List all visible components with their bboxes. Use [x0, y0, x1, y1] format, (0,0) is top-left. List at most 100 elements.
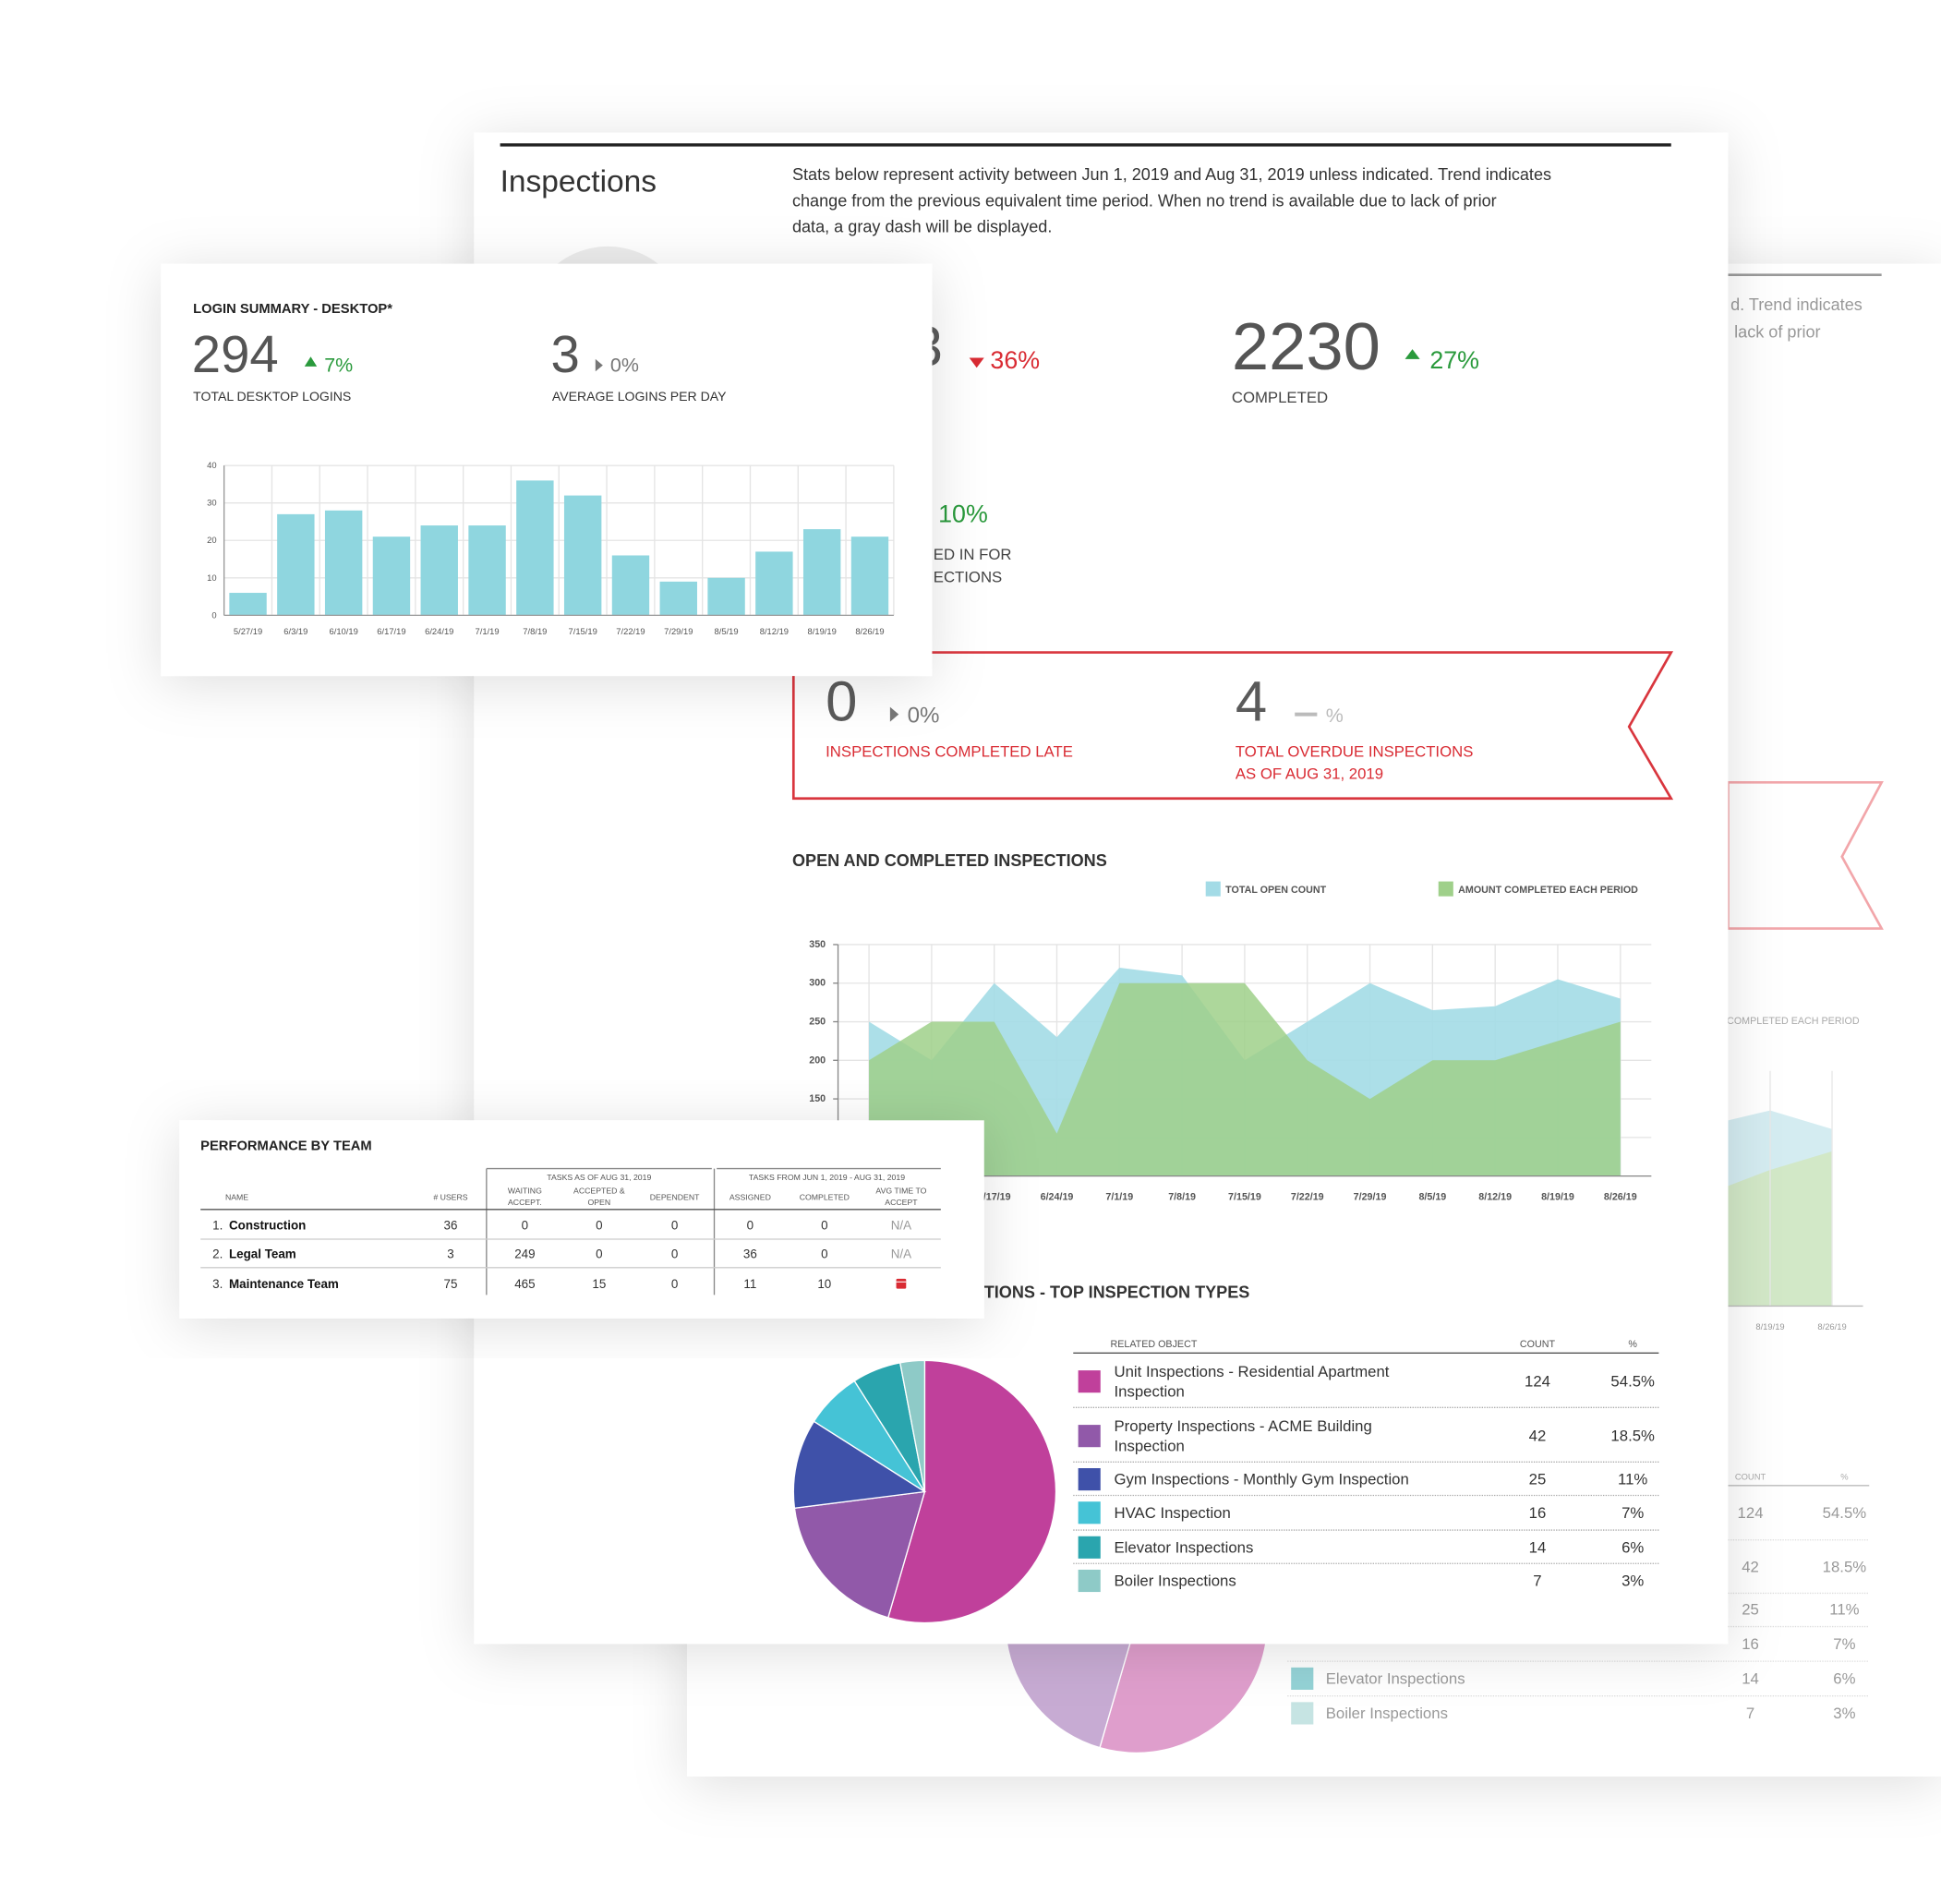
- y-tick-label: 200: [809, 1054, 826, 1066]
- legend-swatch: [1291, 1667, 1314, 1690]
- alert-ribbon: [791, 651, 1674, 801]
- percent: 54.5%: [1823, 1504, 1867, 1522]
- x-tick-label: 7/15/19: [569, 627, 597, 636]
- column-header: %: [1840, 1472, 1848, 1481]
- legend-swatch: [1078, 1569, 1101, 1593]
- stat-trend: 36%: [990, 346, 1040, 374]
- y-tick-label: 30: [207, 499, 216, 508]
- pie-slice: [898, 1359, 926, 1492]
- alert-value: 4: [1236, 670, 1267, 734]
- legend-label: COMPLETED EACH PERIOD: [1727, 1016, 1860, 1027]
- legend-swatch: [1078, 1501, 1101, 1524]
- column-header: COUNT: [1520, 1339, 1556, 1350]
- pie-slice: [886, 1359, 1057, 1624]
- percent: 18.5%: [1610, 1428, 1655, 1445]
- group-header: TASKS FROM JUN 1, 2019 - AUG 31, 2019: [749, 1173, 905, 1182]
- team-name: Construction: [229, 1219, 306, 1233]
- x-tick-label: 8/19/19: [1755, 1322, 1784, 1332]
- row-label: Unit Inspections - Residential Apartment: [1115, 1363, 1390, 1380]
- x-tick-label: 6/3/19: [283, 627, 307, 636]
- bar: [755, 551, 793, 616]
- trend-down-icon: [969, 357, 984, 368]
- team-name: Legal Team: [229, 1247, 296, 1261]
- stat-label: TOTAL DESKTOP LOGINS: [193, 389, 351, 404]
- x-tick-label: 8/5/19: [715, 627, 739, 636]
- alert-trend: %: [1326, 705, 1344, 727]
- stat-value: 3: [551, 325, 580, 383]
- count: 7: [1533, 1573, 1541, 1590]
- row-label: HVAC Inspection: [1115, 1504, 1231, 1522]
- bar: [707, 577, 745, 616]
- row-label: Boiler Inspections: [1115, 1573, 1236, 1590]
- cell: 0: [596, 1219, 602, 1233]
- cell: 0: [671, 1247, 678, 1261]
- column-header: COMPLETED: [800, 1192, 850, 1201]
- x-tick-label: 7/29/19: [1354, 1191, 1387, 1202]
- stat-trend: 0%: [610, 355, 639, 377]
- row-number: 1.: [212, 1219, 223, 1233]
- column-header: ACCEPT.: [508, 1198, 542, 1207]
- row-label: Inspection: [1115, 1437, 1185, 1454]
- percent: 6%: [1833, 1669, 1855, 1687]
- cell: 0: [522, 1219, 528, 1233]
- bar-chart: 0 10 20 30 40 5/27/19 6/3/19 6/10/19 6/17/19 6/24…: [207, 461, 895, 636]
- cell: N/A: [891, 1219, 911, 1233]
- cell: 15: [592, 1277, 606, 1291]
- alert-trend: 0%: [908, 703, 940, 728]
- column-header: WAITING: [508, 1187, 542, 1196]
- cell: N/A: [891, 1247, 911, 1261]
- stat-label: ECTIONS: [934, 568, 1002, 585]
- stat-value: 294: [192, 325, 279, 383]
- row-label: Elevator Inspections: [1326, 1669, 1465, 1687]
- count: 124: [1738, 1504, 1764, 1522]
- x-tick-label: 5/27/19: [234, 627, 262, 636]
- x-tick-label: 6/24/19: [425, 627, 453, 636]
- x-tick-label: 8/26/19: [1604, 1191, 1637, 1202]
- bar: [802, 529, 841, 616]
- cell: 465: [514, 1277, 535, 1291]
- card: [179, 1120, 984, 1319]
- bar: [516, 480, 554, 616]
- cell: 0: [596, 1247, 602, 1261]
- stat-trend: 27%: [1429, 346, 1479, 374]
- cell: 0: [821, 1219, 827, 1233]
- x-tick-label: 6/17/19: [377, 627, 405, 636]
- row-label: Gym Inspections - Monthly Gym Inspection: [1115, 1471, 1409, 1488]
- bar: [324, 510, 363, 616]
- column-header: %: [1628, 1339, 1637, 1350]
- alert-label: INSPECTIONS COMPLETED LATE: [826, 742, 1073, 760]
- stat-label: COMPLETED: [1232, 389, 1328, 406]
- count: 16: [1742, 1635, 1759, 1653]
- bar: [659, 581, 697, 616]
- alert-label: TOTAL OVERDUE INSPECTIONS: [1236, 742, 1474, 760]
- legend-swatch: [1078, 1370, 1101, 1393]
- pie-slice: [792, 1420, 927, 1510]
- x-tick-label: 8/19/19: [1541, 1191, 1574, 1202]
- x-tick-label: 7/1/19: [1105, 1191, 1133, 1202]
- description-line: change from the previous equivalent time…: [792, 191, 1497, 210]
- inspection-types-table: Unit Inspections - Residential Apartment…: [1073, 1363, 1659, 1593]
- count: 25: [1742, 1600, 1759, 1618]
- row-label: Boiler Inspections: [1326, 1705, 1448, 1722]
- alert-label: AS OF AUG 31, 2019: [1236, 765, 1383, 782]
- group-header: TASKS AS OF AUG 31, 2019: [547, 1173, 651, 1182]
- count: 42: [1529, 1428, 1547, 1445]
- trend-flat-icon: [595, 358, 603, 372]
- area-decoration: [1728, 1151, 1833, 1307]
- count: 16: [1529, 1504, 1547, 1522]
- y-tick-label: 150: [809, 1093, 826, 1104]
- row-label: Elevator Inspections: [1115, 1538, 1254, 1556]
- bar: [611, 555, 650, 616]
- legend-swatch: [1205, 881, 1221, 897]
- description-line: data, a gray dash will be displayed.: [792, 217, 1052, 235]
- y-tick-label: 350: [809, 939, 826, 950]
- column-header: AVG TIME TO: [875, 1187, 926, 1196]
- x-tick-label: 7/22/19: [616, 627, 645, 636]
- team-name: Maintenance Team: [229, 1277, 339, 1291]
- card-title: Inspections: [500, 165, 657, 199]
- bar: [372, 536, 411, 616]
- cell: 0: [747, 1219, 753, 1233]
- x-tick-label: 8/5/19: [1418, 1191, 1446, 1202]
- cell: 11: [743, 1277, 756, 1291]
